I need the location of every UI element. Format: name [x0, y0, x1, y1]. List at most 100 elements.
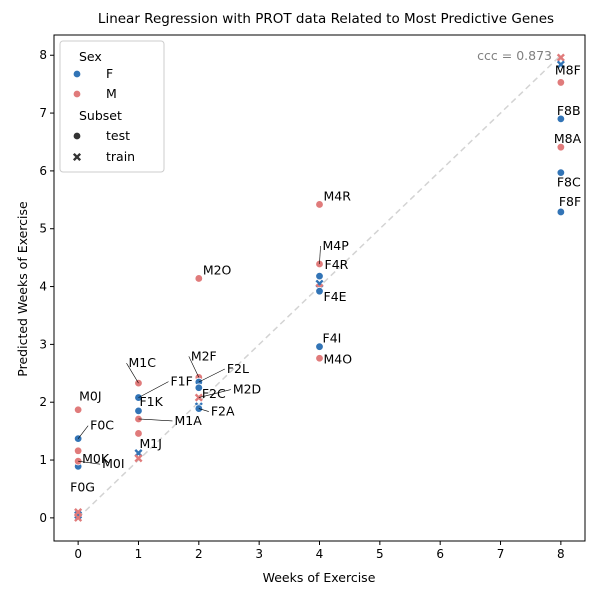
- point-label: F2A: [211, 404, 235, 419]
- point-label: F4E: [324, 289, 347, 304]
- ccc-annotation: ccc = 0.873: [477, 48, 552, 63]
- y-tick-label: 8: [39, 48, 47, 62]
- legend-style-marker: [72, 152, 82, 162]
- label-leader-line: [126, 362, 139, 384]
- point-label: F1F: [170, 374, 192, 389]
- x-tick-label: 0: [74, 547, 82, 561]
- test-point: [556, 78, 566, 87]
- x-tick-label: 5: [376, 547, 384, 561]
- test-point: [194, 274, 204, 283]
- x-marker-stroke: [134, 454, 143, 463]
- legend-hue-label: F: [106, 66, 113, 81]
- point-label: F2L: [227, 361, 249, 376]
- label-leader-line: [198, 368, 225, 383]
- test-point: [315, 200, 324, 209]
- x-tick-label: 2: [195, 547, 203, 561]
- test-point: [556, 142, 566, 152]
- label-leader-line: [138, 418, 173, 422]
- train-point: [556, 60, 565, 69]
- train-point: [134, 454, 143, 463]
- test-point: [134, 406, 143, 416]
- legend-style-label: test: [106, 128, 130, 143]
- point-label: F0C: [90, 418, 114, 433]
- point-label: M4O: [324, 351, 353, 366]
- point-label: M0K: [82, 451, 110, 466]
- point-label: F2C: [202, 386, 226, 401]
- y-tick-label: 6: [39, 164, 47, 178]
- test-point: [556, 207, 566, 217]
- x-marker-stroke: [74, 513, 83, 522]
- point-label: M2F: [191, 348, 217, 363]
- point-label: M0J: [79, 389, 101, 404]
- y-axis-label: Predicted Weeks of Exercise: [15, 201, 30, 377]
- label-leader-line: [77, 425, 89, 439]
- legend-hue-marker: [72, 89, 82, 99]
- y-tick-label: 5: [39, 222, 47, 236]
- y-tick-label: 1: [39, 453, 47, 467]
- test-point: [73, 456, 83, 466]
- point-label: F0G: [70, 479, 95, 494]
- point-label: F8B: [557, 103, 581, 118]
- legend-style-title: Subset: [79, 108, 122, 123]
- test-point: [134, 429, 143, 438]
- x-marker-stroke: [556, 53, 565, 62]
- y-tick-label: 3: [39, 337, 47, 351]
- chart-title: Linear Regression with PROT data Related…: [98, 11, 554, 27]
- test-point: [556, 168, 566, 177]
- point-label: F8C: [557, 175, 581, 190]
- y-tick-label: 2: [39, 395, 47, 409]
- train-point: [556, 53, 565, 62]
- x-axis-label: Weeks of Exercise: [263, 570, 376, 585]
- x-tick-label: 3: [255, 547, 263, 561]
- test-point: [315, 342, 324, 351]
- test-point: [315, 286, 324, 296]
- point-label: F8F: [559, 194, 581, 209]
- point-label: F4I: [323, 331, 342, 346]
- test-point: [315, 271, 324, 281]
- legend-style-marker: [72, 131, 82, 141]
- point-label: M4P: [323, 238, 350, 253]
- test-point: [73, 405, 83, 414]
- x-marker-stroke: [556, 60, 565, 69]
- point-label: F1K: [139, 394, 163, 409]
- point-label: M8F: [555, 62, 581, 77]
- point-label: M2D: [233, 382, 261, 397]
- x-tick-label: 6: [436, 547, 444, 561]
- point-label: M1C: [128, 355, 156, 370]
- legend-hue-marker: [72, 69, 82, 79]
- label-leader-line: [198, 408, 209, 412]
- point-label: F4R: [325, 257, 349, 272]
- legend-box: [59, 40, 165, 173]
- y-tick-label: 7: [39, 106, 47, 120]
- legend-style-label: train: [106, 149, 135, 164]
- legend: Sex FM Subset test train: [59, 40, 165, 173]
- test-point: [73, 434, 83, 443]
- plot-frame: [53, 34, 586, 542]
- label-leader-line: [198, 389, 231, 398]
- test-point: [194, 383, 204, 392]
- point-label: M1A: [174, 413, 202, 428]
- test-point: [315, 354, 324, 363]
- train-point: [74, 513, 83, 522]
- x-marker-stroke: [72, 152, 82, 162]
- x-tick-label: 8: [557, 547, 565, 561]
- test-point: [73, 446, 83, 455]
- test-point: [556, 114, 566, 124]
- y-tick-label: 4: [39, 280, 47, 294]
- point-label: M0I: [102, 456, 124, 471]
- x-tick-label: 7: [497, 547, 505, 561]
- point-label: M4R: [324, 188, 352, 203]
- label-leader-line: [138, 381, 169, 398]
- legend-hue-label: M: [106, 86, 117, 101]
- point-label: M1J: [139, 436, 161, 451]
- label-leader-line: [319, 245, 321, 265]
- point-label: M2O: [203, 262, 232, 277]
- y-tick-label: 0: [39, 511, 47, 525]
- label-leader-line: [78, 460, 101, 465]
- label-leader-line: [188, 356, 200, 378]
- x-tick-label: 1: [135, 547, 143, 561]
- x-tick-label: 4: [316, 547, 324, 561]
- legend-hue-title: Sex: [79, 49, 102, 64]
